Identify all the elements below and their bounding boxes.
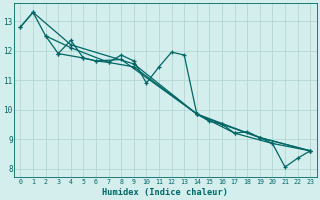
X-axis label: Humidex (Indice chaleur): Humidex (Indice chaleur) [102,188,228,197]
